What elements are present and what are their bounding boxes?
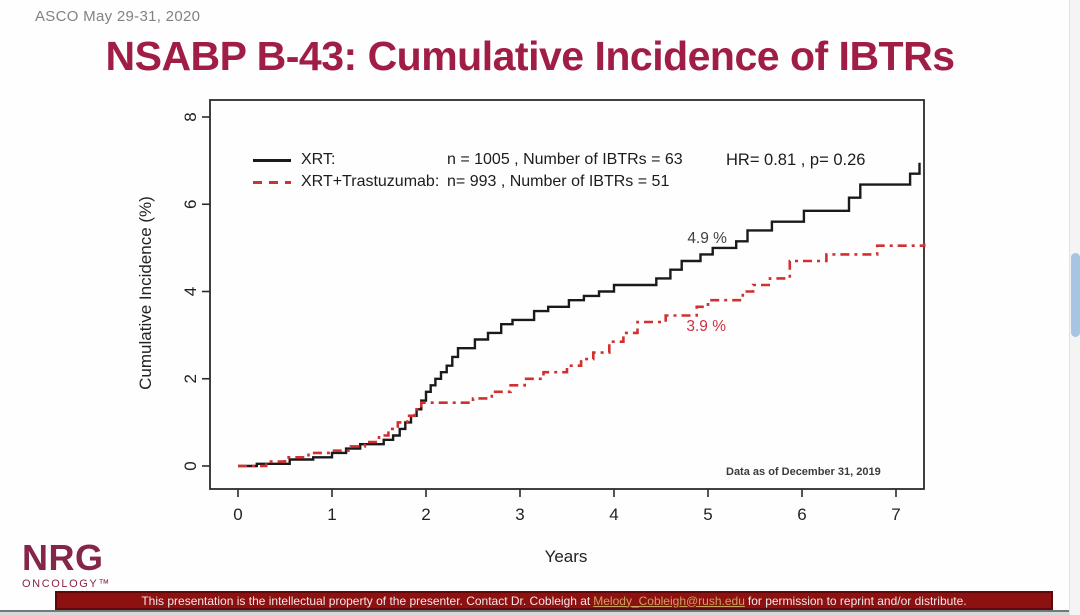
y-tick-label: 0 bbox=[181, 461, 200, 470]
legend-row-trastuzumab: XRT+Trastuzumab: n= 993 , Number of IBTR… bbox=[253, 173, 669, 191]
y-tick-label: 4 bbox=[181, 287, 200, 296]
legend-stats-xrt: n = 1005 , Number of IBTRs = 63 bbox=[447, 151, 683, 168]
x-tick-label: 2 bbox=[421, 505, 430, 524]
legend-stats-trastuzumab: n= 993 , Number of IBTRs = 51 bbox=[447, 173, 670, 190]
series-line-xrt-trastuzumab bbox=[238, 243, 926, 468]
conference-date-label: ASCO May 29-31, 2020 bbox=[35, 8, 201, 25]
bottom-strip bbox=[0, 612, 1080, 615]
legend-label-xrt: XRT: bbox=[301, 151, 336, 168]
x-tick-label: 3 bbox=[515, 505, 524, 524]
x-tick-label: 6 bbox=[797, 505, 806, 524]
scrollbar-track[interactable] bbox=[1069, 0, 1080, 615]
nrg-oncology-logo: NRG ONCOLOGY™ bbox=[22, 540, 111, 590]
y-tick-label: 2 bbox=[181, 374, 200, 383]
x-tick-label: 5 bbox=[703, 505, 712, 524]
legend-line-xrt bbox=[253, 158, 291, 162]
plot-border bbox=[209, 99, 925, 490]
y-axis-title: Cumulative Incidence (%) bbox=[136, 196, 155, 390]
legend-line-trastuzumab bbox=[253, 180, 291, 184]
legend-row-xrt: XRT: n = 1005 , Number of IBTRs = 63 bbox=[253, 151, 683, 169]
legend-label-trastuzumab: XRT+Trastuzumab: bbox=[301, 173, 440, 190]
x-tick-label: 0 bbox=[233, 505, 242, 524]
x-tick-label: 7 bbox=[891, 505, 900, 524]
x-axis-title: Years bbox=[544, 547, 588, 566]
slide-title: NSABP B-43: Cumulative Incidence of IBTR… bbox=[105, 33, 955, 79]
annotation-label: 3.9 % bbox=[686, 318, 726, 335]
banner-text-pre: This presentation is the intellectual pr… bbox=[141, 593, 591, 608]
series-line-xrt bbox=[238, 162, 921, 468]
nrg-logo-subtext: ONCOLOGY™ bbox=[22, 578, 111, 590]
nrg-logo-text: NRG bbox=[22, 537, 104, 578]
copyright-banner: This presentation is the intellectual pr… bbox=[55, 591, 1053, 610]
hr-pvalue-text: HR= 0.81 , p= 0.26 bbox=[726, 151, 866, 169]
x-tick-label: 1 bbox=[327, 505, 336, 524]
banner-text-post: for permission to reprint and/or distrib… bbox=[747, 593, 967, 608]
bottom-divider bbox=[0, 610, 1080, 612]
y-tick-label: 6 bbox=[181, 200, 200, 209]
email-link[interactable]: Melody_Cobleigh@rush.edu bbox=[593, 593, 745, 608]
data-cutoff-note: Data as of December 31, 2019 bbox=[726, 466, 881, 478]
x-tick-label: 4 bbox=[609, 505, 618, 524]
annotation-label: 4.9 % bbox=[687, 230, 727, 247]
scrollbar-thumb[interactable] bbox=[1071, 253, 1080, 337]
y-tick-label: 8 bbox=[181, 112, 200, 121]
